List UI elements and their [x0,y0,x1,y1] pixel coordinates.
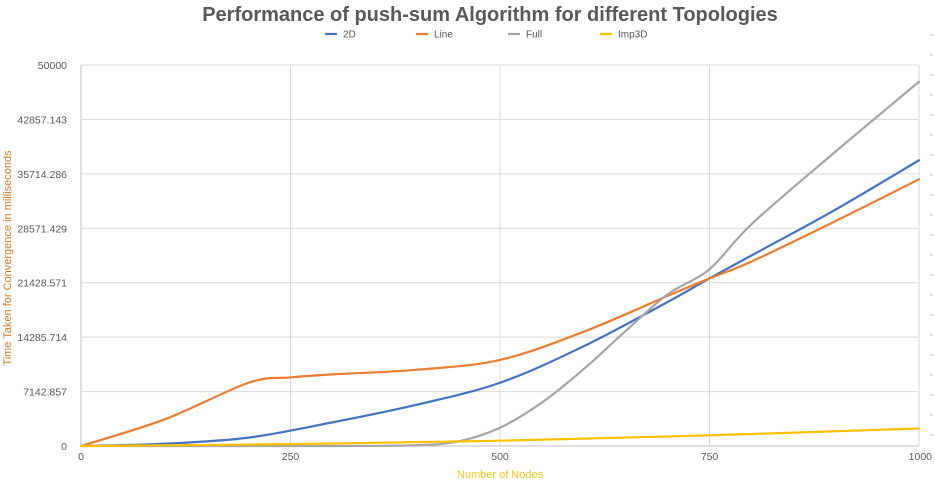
y-tick-label: 35714.286 [17,169,67,181]
y-tick-label: 7142.857 [23,387,67,399]
x-tick-label: 0 [78,451,84,463]
legend: 2D Line Full Imp3D [325,30,647,41]
legend-label-imp3d: Imp3D [618,30,647,41]
y-tick-label: 50000 [38,60,67,72]
series-line-line [79,178,921,448]
legend-label-2d: 2D [343,30,356,41]
gridlines [81,64,920,446]
series-line-2d [79,159,921,448]
x-axis-label: Number of Nodes [457,469,544,481]
y-axis-ticks: 0 7142.857 14285.714 21428.571 28571.429 3571… [17,60,67,453]
series-line-imp3d [79,427,921,448]
series-lines [79,80,921,448]
x-tick-label: 250 [282,451,300,463]
y-axis-label: Time Taken for Convergence in millisecon… [2,150,14,366]
x-axis-ticks: 0 250 500 750 1000 [78,451,932,463]
y-tick-label: 28571.429 [17,223,67,235]
y-tick-label: 21428.571 [17,278,67,290]
chart-title: Performance of push-sum Algorithm for di… [202,4,778,26]
x-tick-label: 750 [701,451,719,463]
y-tick-label: 42857.143 [17,114,67,126]
right-edge-ticks [930,34,933,436]
legend-label-full: Full [526,30,542,41]
x-tick-label: 1000 [909,451,933,463]
series-line-full [79,80,921,448]
y-tick-label: 0 [61,441,67,453]
y-tick-label: 14285.714 [17,332,67,344]
x-tick-label: 500 [491,451,509,463]
legend-label-line: Line [434,30,453,41]
